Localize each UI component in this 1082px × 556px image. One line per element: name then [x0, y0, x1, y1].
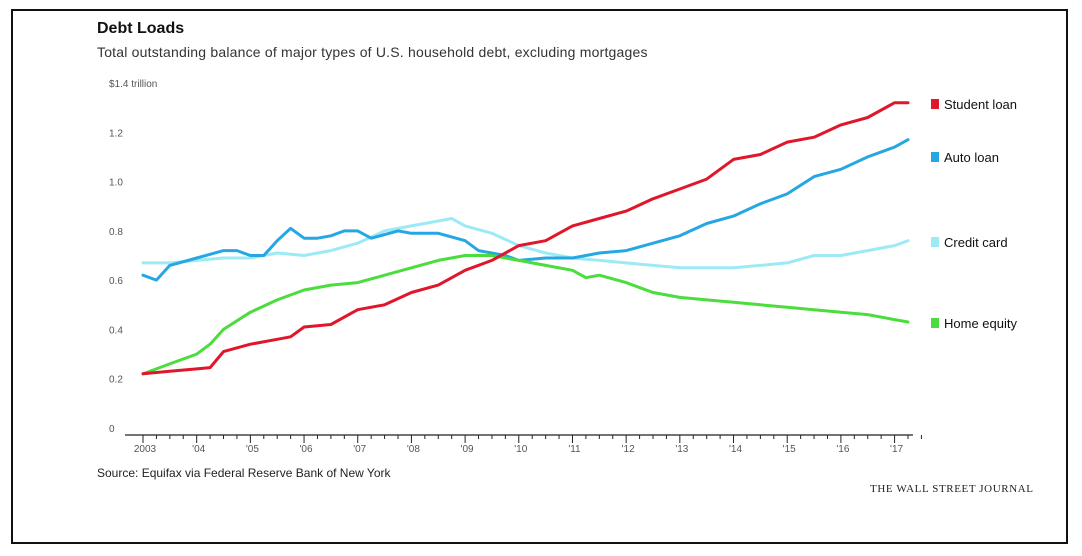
- publisher-logo: THE WALL STREET JOURNAL: [870, 483, 1034, 495]
- y-tick-label: 0.8: [109, 227, 123, 238]
- x-tick-label: 2003: [134, 444, 157, 455]
- x-tick-label: '08: [407, 444, 420, 455]
- legend-swatch-auto-loan: [931, 152, 939, 162]
- x-tick-label: '09: [461, 444, 474, 455]
- source-note: Source: Equifax via Federal Reserve Bank…: [97, 466, 391, 480]
- x-tick-label: '06: [300, 444, 313, 455]
- legend-label-credit-card: Credit card: [944, 235, 1008, 250]
- x-tick-label: '16: [836, 444, 849, 455]
- legend-label-home-equity: Home equity: [944, 316, 1017, 331]
- chart-subtitle: Total outstanding balance of major types…: [97, 44, 648, 60]
- x-tick-label: '12: [622, 444, 635, 455]
- y-tick-label: 0.4: [109, 325, 123, 336]
- x-axis: 2003 '04 '05 '06 '07 '08 '09 '10 '11 '12 '13 '14 '15…: [125, 434, 922, 455]
- legend-label-auto-loan: Auto loan: [944, 150, 999, 165]
- series-line-student-loan: [141, 101, 910, 376]
- x-tick-label: '04: [192, 444, 205, 455]
- y-tick-label: 0.2: [109, 375, 123, 386]
- legend-swatch-credit-card: [931, 237, 939, 247]
- series-lines: [141, 101, 910, 376]
- y-tick-label: $1.4 trillion: [109, 79, 157, 90]
- legend-swatch-home-equity: [931, 318, 939, 328]
- legend: Student loan Auto loan Credit card Home equ…: [931, 97, 1017, 331]
- y-tick-label: 0: [109, 424, 115, 435]
- chart-frame: [11, 9, 1068, 544]
- x-tick-label: '15: [783, 444, 796, 455]
- legend-label-student-loan: Student loan: [944, 97, 1017, 112]
- x-tick-label: '07: [353, 444, 366, 455]
- legend-swatch-student-loan: [931, 99, 939, 109]
- x-tick-label: '14: [729, 444, 742, 455]
- y-tick-label: 0.6: [109, 276, 123, 287]
- x-tick-label: '10: [514, 444, 527, 455]
- series-line-auto-loan: [141, 138, 910, 282]
- chart-title: Debt Loads: [97, 20, 185, 37]
- y-tick-label: 1.2: [109, 128, 123, 139]
- x-tick-label: '11: [568, 444, 581, 455]
- x-tick-label: '13: [675, 444, 688, 455]
- y-axis: 0 0.2 0.4 0.6 0.8 1.0 1.2 $1.4 trillion: [109, 79, 157, 435]
- y-tick-label: 1.0: [109, 178, 123, 189]
- x-tick-label: '17: [890, 444, 903, 455]
- x-tick-label: '05: [246, 444, 259, 455]
- series-line-home-equity: [141, 254, 910, 376]
